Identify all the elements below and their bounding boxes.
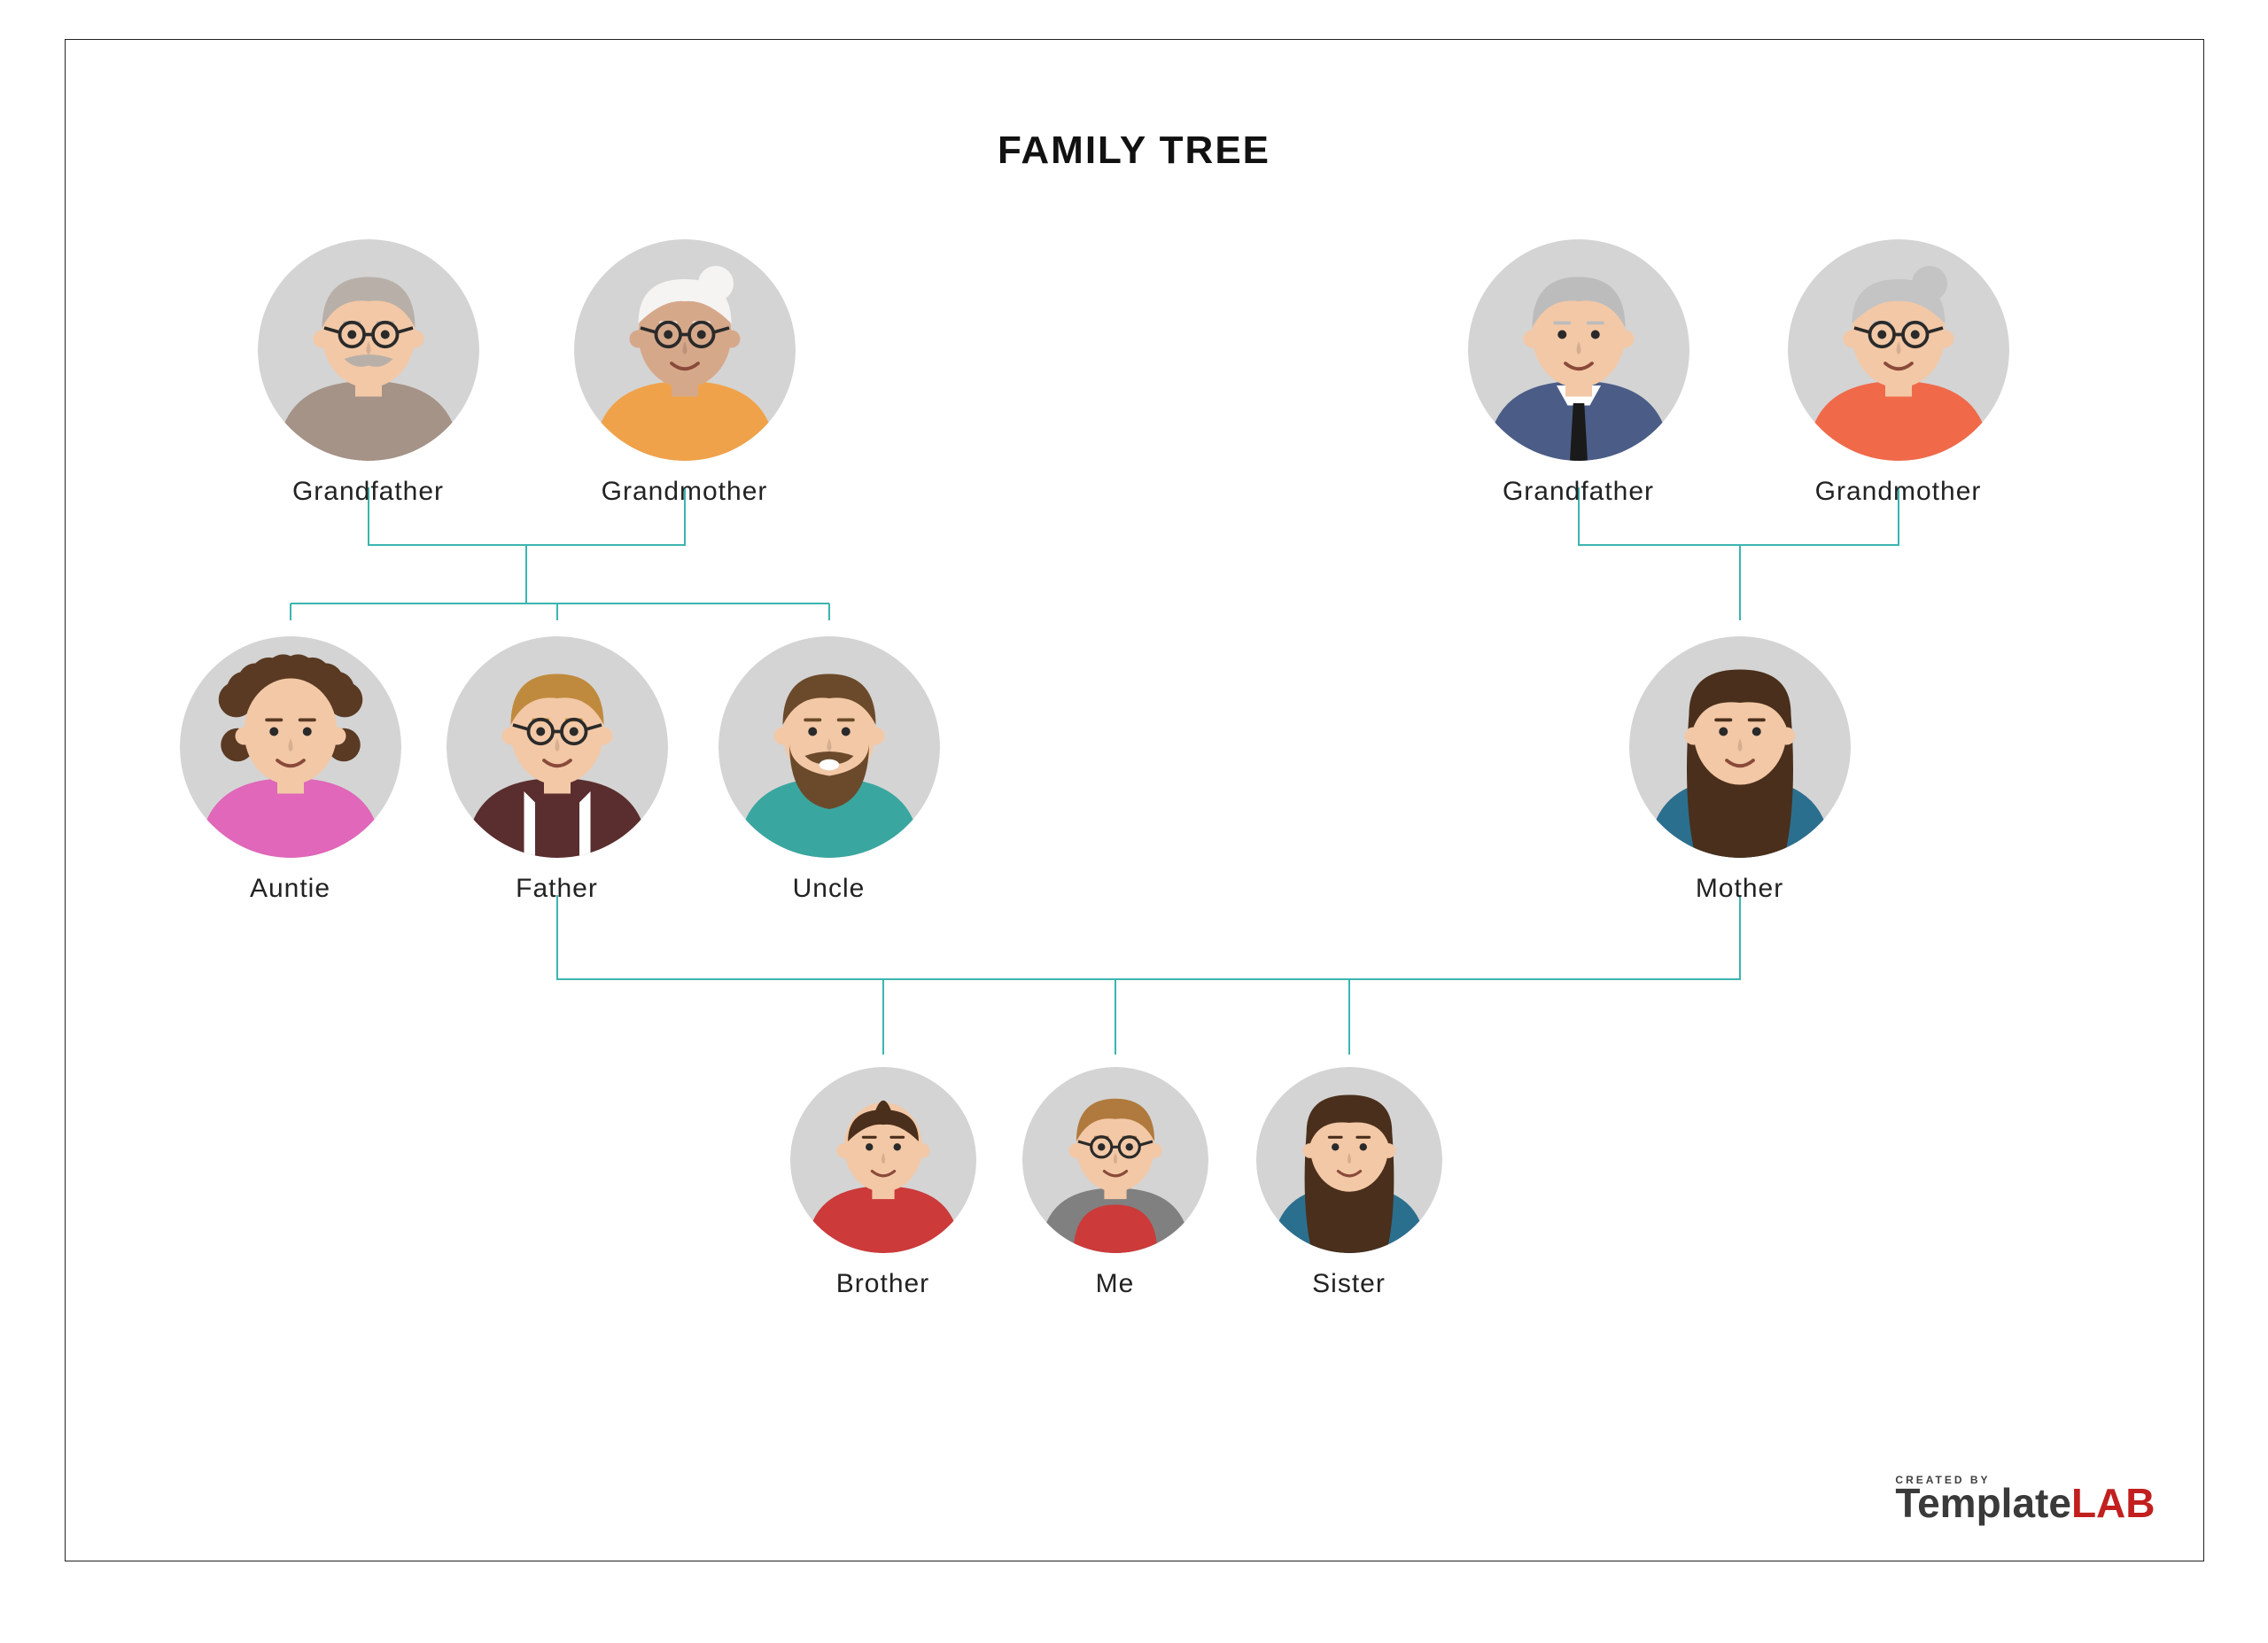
label-auntie: Auntie [180,874,401,904]
node-gm1: Grandmother [574,239,796,507]
avatar-gp1 [258,239,479,461]
family-tree-card: FAMILY TREE CREATED BY TemplateLAB Grand… [65,39,2204,1561]
avatar-sister [1256,1067,1442,1253]
avatar-gp2 [1468,239,1689,461]
label-gm1: Grandmother [574,477,796,507]
brand-mark: CREATED BY TemplateLAB [1895,1474,2155,1523]
label-mother: Mother [1629,874,1851,904]
node-father: Father [447,636,668,904]
page-title: FAMILY TREE [66,128,2203,173]
node-uncle: Uncle [718,636,940,904]
brand-logo: TemplateLAB [1895,1483,2155,1523]
node-me: Me [1022,1067,1208,1299]
avatar-uncle [718,636,940,858]
node-gp1: Grandfather [258,239,479,507]
avatar-auntie [180,636,401,858]
avatar-father [447,636,668,858]
label-brother: Brother [790,1269,976,1299]
brand-name: Template [1895,1480,2071,1526]
node-mother: Mother [1629,636,1851,904]
label-me: Me [1022,1269,1208,1299]
node-gp2: Grandfather [1468,239,1689,507]
label-sister: Sister [1256,1269,1442,1299]
avatar-me [1022,1067,1208,1253]
label-gp2: Grandfather [1468,477,1689,507]
label-gm2: Grandmother [1788,477,2009,507]
avatar-gm2 [1788,239,2009,461]
brand-accent: LAB [2071,1480,2155,1526]
node-gm2: Grandmother [1788,239,2009,507]
node-brother: Brother [790,1067,976,1299]
avatar-brother [790,1067,976,1253]
node-sister: Sister [1256,1067,1442,1299]
label-uncle: Uncle [718,874,940,904]
label-father: Father [447,874,668,904]
node-auntie: Auntie [180,636,401,904]
label-gp1: Grandfather [258,477,479,507]
stage: FAMILY TREE CREATED BY TemplateLAB Grand… [0,39,2268,1643]
avatar-mother [1629,636,1851,858]
avatar-gm1 [574,239,796,461]
